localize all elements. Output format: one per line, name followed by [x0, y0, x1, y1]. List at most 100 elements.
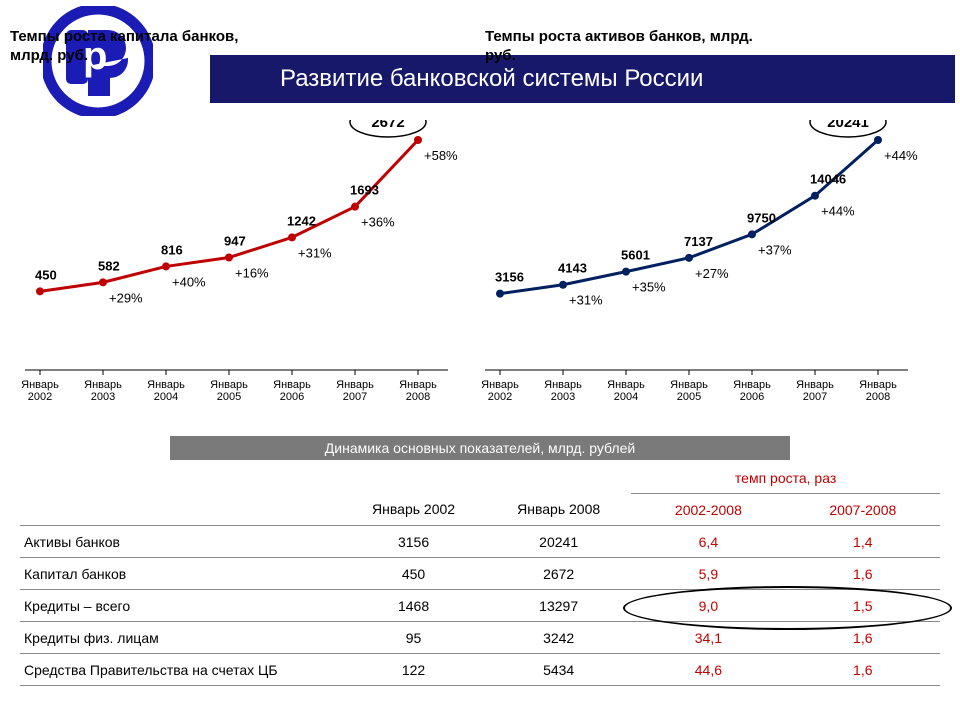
data-marker [162, 262, 170, 270]
data-marker [874, 136, 882, 144]
row-r2: 1,4 [786, 526, 940, 558]
page-title: Развитие банковской системы России [280, 65, 703, 93]
x-tick-label: Январь [147, 379, 185, 391]
value-label: 582 [98, 258, 120, 273]
value-label: 1242 [287, 213, 316, 228]
x-tick-label: 2004 [614, 391, 638, 403]
pct-label: +40% [172, 274, 206, 289]
data-marker [414, 136, 422, 144]
x-tick-label: Январь [481, 379, 519, 391]
data-marker [36, 287, 44, 295]
x-tick-label: 2004 [154, 391, 178, 403]
value-label: 3156 [495, 270, 524, 285]
x-tick-label: Январь [733, 379, 771, 391]
row-r1: 5,9 [631, 558, 785, 590]
col-head-3: 2002-2008 [631, 494, 785, 526]
data-marker [496, 290, 504, 298]
x-tick-label: 2007 [803, 391, 827, 403]
data-marker [288, 233, 296, 241]
x-tick-label: 2003 [91, 391, 115, 403]
value-label: 7137 [684, 234, 713, 249]
peak-value: 20241 [827, 120, 869, 131]
x-tick-label: 2006 [280, 391, 304, 403]
value-label: 9750 [747, 210, 776, 225]
row-r2: 1,5 [786, 590, 940, 622]
pct-label: +29% [109, 290, 143, 305]
chart-area: 450582+29%816+40%947+16%1242+31%1693+36%… [20, 120, 940, 412]
data-marker [225, 253, 233, 261]
x-tick-label: Январь [544, 379, 582, 391]
value-label: 947 [224, 233, 246, 248]
table-row: Активы банков3156202416,41,4 [20, 526, 940, 558]
pct-label: +27% [695, 266, 729, 281]
col-head-2: Январь 2008 [486, 494, 631, 526]
row-v1: 450 [341, 558, 486, 590]
row-v2: 3242 [486, 622, 631, 654]
value-label: 816 [161, 242, 183, 257]
table-row: Кредиты – всего1468132979,01,5 [20, 590, 940, 622]
x-tick-label: 2008 [866, 391, 890, 403]
row-v1: 1468 [341, 590, 486, 622]
row-r1: 44,6 [631, 654, 785, 686]
x-tick-label: Январь [399, 379, 437, 391]
rate-header: темп роста, раз [631, 462, 940, 494]
row-v2: 20241 [486, 526, 631, 558]
row-label: Кредиты – всего [20, 590, 341, 622]
x-tick-label: Январь [670, 379, 708, 391]
pct-label: +44% [821, 204, 855, 219]
row-v1: 122 [341, 654, 486, 686]
pct-label: +31% [569, 293, 603, 308]
indicators-table: темп роста, раз Январь 2002 Январь 2008 … [20, 462, 940, 686]
x-tick-label: 2008 [406, 391, 430, 403]
x-tick-label: 2005 [677, 391, 701, 403]
data-marker [748, 230, 756, 238]
row-v2: 5434 [486, 654, 631, 686]
x-tick-label: Январь [607, 379, 645, 391]
row-v2: 2672 [486, 558, 631, 590]
row-label: Активы банков [20, 526, 341, 558]
x-tick-label: Январь [796, 379, 834, 391]
value-label: 4143 [558, 261, 587, 276]
pct-label: +16% [235, 265, 269, 280]
pct-label: +35% [632, 280, 666, 295]
table-title: Динамика основных показателей, млрд. руб… [325, 440, 635, 456]
x-tick-label: Январь [859, 379, 897, 391]
row-label: Капитал банков [20, 558, 341, 590]
col-head-4: 2007-2008 [786, 494, 940, 526]
data-marker [99, 278, 107, 286]
row-r2: 1,6 [786, 654, 940, 686]
pct-label: +44% [884, 148, 918, 163]
peak-value: 2672 [371, 120, 404, 131]
value-label: 14046 [810, 172, 846, 187]
x-tick-label: Январь [21, 379, 59, 391]
x-tick-label: 2002 [28, 391, 52, 403]
table-row: Капитал банков45026725,91,6 [20, 558, 940, 590]
chart-right-title: Темпы роста активов банков, млрд. руб. [485, 28, 755, 66]
row-label: Средства Правительства на счетах ЦБ [20, 654, 341, 686]
x-tick-label: 2005 [217, 391, 241, 403]
x-tick-label: 2003 [551, 391, 575, 403]
data-marker [351, 203, 359, 211]
chart-left-title: Темпы роста капитала банков, млрд. руб. [10, 28, 280, 66]
data-marker [811, 192, 819, 200]
row-r1: 9,0 [631, 590, 785, 622]
x-tick-label: 2006 [740, 391, 764, 403]
value-label: 450 [35, 267, 57, 282]
row-label: Кредиты физ. лицам [20, 622, 341, 654]
row-r2: 1,6 [786, 558, 940, 590]
pct-label: +58% [424, 148, 458, 163]
table-row: Кредиты физ. лицам95324234,11,6 [20, 622, 940, 654]
x-tick-label: 2002 [488, 391, 512, 403]
x-tick-label: Январь [273, 379, 311, 391]
x-tick-label: Январь [336, 379, 374, 391]
pct-label: +37% [758, 242, 792, 257]
table-title-bar: Динамика основных показателей, млрд. руб… [170, 436, 790, 460]
x-tick-label: 2007 [343, 391, 367, 403]
row-r1: 34,1 [631, 622, 785, 654]
row-r2: 1,6 [786, 622, 940, 654]
value-label: 1693 [350, 183, 379, 198]
value-label: 5601 [621, 248, 650, 263]
x-tick-label: Январь [84, 379, 122, 391]
row-v2: 13297 [486, 590, 631, 622]
row-r1: 6,4 [631, 526, 785, 558]
